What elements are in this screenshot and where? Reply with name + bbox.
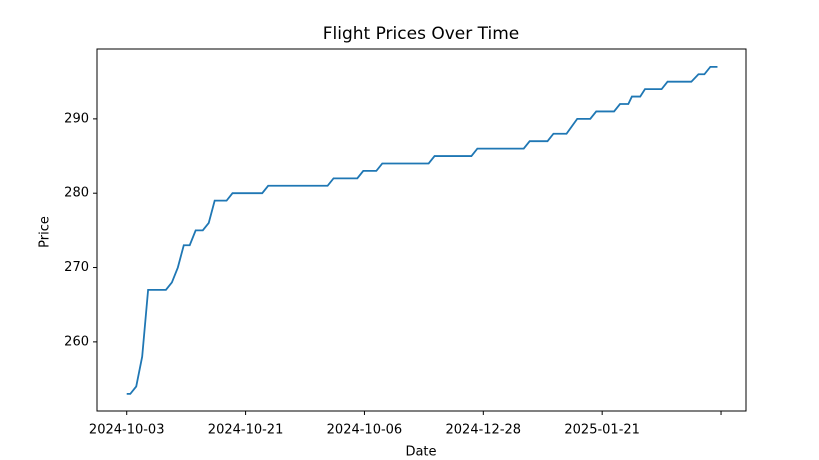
y-tick-label: 260 <box>64 334 89 349</box>
x-tick-label: 2024-12-28 <box>446 423 522 438</box>
line <box>126 65 718 395</box>
y-tick-label: 280 <box>64 186 89 201</box>
y-axis-label: Price <box>38 216 53 248</box>
y-tick-label: 270 <box>64 260 89 275</box>
x-tick-label: 2024-10-06 <box>327 423 403 438</box>
x-tick-label: 2024-10-21 <box>208 423 284 438</box>
x-tick-label: 2024-10-03 <box>89 423 165 438</box>
x-axis-label: Date <box>405 445 436 460</box>
chart-title: Flight Prices Over Time <box>323 24 520 44</box>
y-tick-label: 290 <box>64 111 89 126</box>
x-tick-label: 2025-01-21 <box>564 423 640 438</box>
plot-frame <box>96 48 747 412</box>
